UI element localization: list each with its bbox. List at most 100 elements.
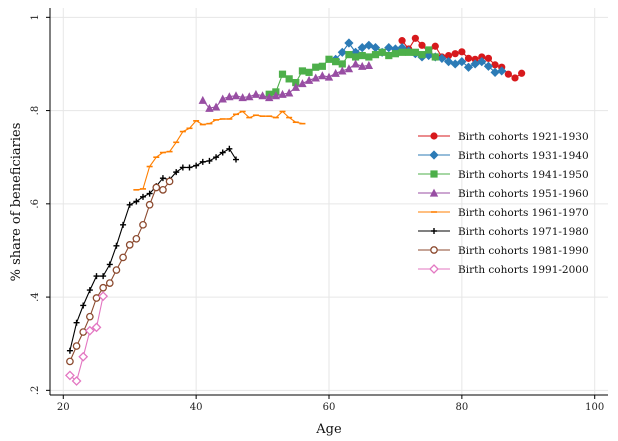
data-point <box>265 93 274 102</box>
data-point <box>318 62 326 70</box>
y-tick-label: .4 <box>30 292 41 302</box>
legend-swatch-marker <box>431 228 437 234</box>
data-point <box>159 185 167 194</box>
legend-swatch-marker <box>430 170 438 178</box>
series-line <box>69 181 171 362</box>
data-point <box>179 164 186 171</box>
data-point <box>344 64 354 73</box>
data-point <box>245 92 254 101</box>
data-point <box>405 48 413 56</box>
data-point <box>98 291 109 302</box>
data-point <box>284 88 294 97</box>
data-point <box>391 50 400 58</box>
data-point <box>518 69 526 77</box>
legend-label: Birth cohorts 1951-1960 <box>458 188 589 200</box>
data-point <box>497 66 507 76</box>
data-point <box>159 175 166 182</box>
data-point <box>71 376 82 386</box>
x-ticks: 20 40 60 80 100 <box>57 395 604 413</box>
y-tick-label: 1 <box>30 14 41 20</box>
y-tick-label: .6 <box>30 199 41 209</box>
data-point <box>78 351 89 362</box>
data-point <box>411 48 419 56</box>
data-point <box>444 51 453 60</box>
legend-swatch-marker <box>429 150 439 160</box>
data-point <box>213 154 220 161</box>
data-point <box>478 53 486 61</box>
data-point <box>165 177 174 186</box>
data-point <box>483 61 494 71</box>
data-point <box>291 82 300 91</box>
data-point <box>91 322 102 333</box>
data-point <box>92 294 101 302</box>
data-point <box>66 357 74 366</box>
data-point <box>351 53 360 61</box>
legend-label: Birth cohorts 1931-1940 <box>458 150 589 162</box>
data-point <box>425 46 433 54</box>
legend-item: Birth cohorts 1981-1990 <box>418 245 589 257</box>
data-point <box>205 103 214 112</box>
y-tick-label: .8 <box>30 106 41 116</box>
data-point <box>470 59 480 69</box>
data-point <box>125 241 134 249</box>
x-axis-title: Age <box>315 422 342 437</box>
data-point <box>225 92 234 101</box>
data-point <box>457 57 467 67</box>
data-point <box>411 34 419 42</box>
legend-label: Birth cohorts 1921-1930 <box>458 131 589 143</box>
data-point <box>318 71 327 80</box>
data-point <box>464 54 473 62</box>
data-point <box>437 53 447 63</box>
data-point <box>139 220 147 229</box>
legend-item: Birth cohorts 1941-1950 <box>418 169 589 181</box>
data-point <box>140 193 146 200</box>
legend-swatch-marker <box>430 132 438 140</box>
data-point <box>325 55 333 63</box>
data-point <box>338 66 347 75</box>
data-point <box>345 51 353 59</box>
data-point <box>371 51 380 59</box>
legend-item: Birth cohorts 1931-1940 <box>418 150 589 162</box>
data-point <box>370 43 381 53</box>
series-layer <box>65 34 526 386</box>
data-point <box>65 370 75 381</box>
data-point <box>418 41 426 49</box>
data-point <box>219 149 226 156</box>
data-point <box>491 61 499 69</box>
data-point <box>80 302 87 309</box>
data-point <box>364 40 374 50</box>
y-ticks: .2 .4 .6 .8 1 <box>30 14 50 395</box>
data-point <box>233 156 239 163</box>
data-point <box>133 198 140 205</box>
series-7 <box>66 177 174 366</box>
data-point <box>146 190 153 197</box>
data-point <box>490 67 500 77</box>
data-point <box>145 200 154 209</box>
data-point <box>120 221 127 228</box>
data-point <box>99 283 107 292</box>
data-point <box>206 157 213 164</box>
data-point <box>351 59 360 68</box>
series-3 <box>265 46 439 98</box>
data-point <box>100 273 107 280</box>
data-point <box>211 102 221 111</box>
data-point <box>338 60 346 68</box>
data-point <box>304 75 314 84</box>
data-point <box>238 93 247 102</box>
legend-label: Birth cohorts 1981-1990 <box>458 245 589 257</box>
data-point <box>484 54 493 62</box>
x-tick-label: 100 <box>585 402 604 413</box>
data-point <box>384 43 394 53</box>
x-tick-label: 80 <box>455 402 468 413</box>
data-point <box>312 63 320 71</box>
data-point <box>424 50 434 61</box>
data-point <box>84 325 95 336</box>
data-point <box>358 61 367 70</box>
data-point <box>431 42 439 50</box>
data-point <box>311 73 320 82</box>
data-point <box>66 347 73 354</box>
data-point <box>173 169 180 176</box>
data-point <box>344 38 354 48</box>
legend-swatch-marker <box>430 246 438 254</box>
